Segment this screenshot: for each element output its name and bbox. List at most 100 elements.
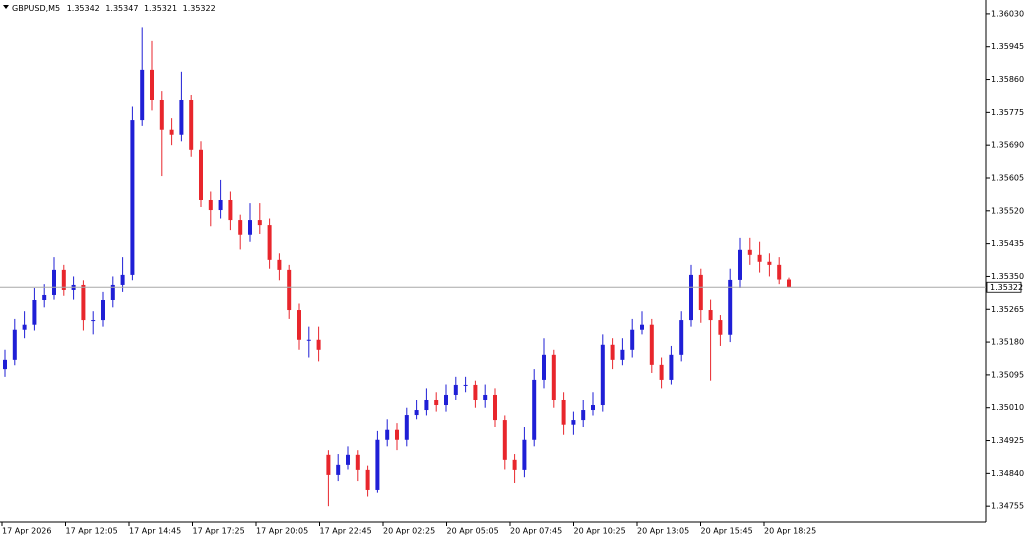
x-tick-label: 20 Apr 18:25 <box>764 527 816 536</box>
candle-body <box>522 439 527 470</box>
candle-body <box>434 399 439 406</box>
candle-body <box>218 199 223 211</box>
candle-body <box>738 249 742 280</box>
candle-body <box>306 339 311 341</box>
x-tick-label: 17 Apr 14:45 <box>129 527 181 536</box>
candle-body <box>375 439 380 490</box>
candle-body <box>189 99 194 150</box>
candle-body <box>649 324 654 365</box>
candle-body <box>159 99 164 130</box>
x-tick-label: 20 Apr 13:05 <box>637 527 689 536</box>
y-tick-label: 1.34840 <box>991 469 1024 478</box>
candle-body <box>767 261 772 265</box>
candle-body <box>169 129 174 135</box>
candle-body <box>12 329 17 360</box>
candle-body <box>81 284 86 321</box>
candle-body <box>463 384 468 386</box>
candle-body <box>3 359 7 370</box>
x-tick-label: 17 Apr 2026 <box>2 527 51 536</box>
y-tick-label: 1.35010 <box>991 403 1024 412</box>
candle-body <box>610 344 615 360</box>
x-tick-label: 17 Apr 17:25 <box>193 527 245 536</box>
candle-body <box>561 399 566 425</box>
candle-body <box>640 324 644 330</box>
y-tick-label: 1.35095 <box>991 370 1024 379</box>
candle-body <box>316 339 321 350</box>
candle-body <box>512 459 517 470</box>
candle-body <box>404 415 409 440</box>
candle-body <box>42 294 47 300</box>
candle-body <box>747 249 752 255</box>
candle-body <box>110 284 115 300</box>
candle-body <box>326 454 331 475</box>
x-tick-label: 20 Apr 07:45 <box>510 527 562 536</box>
candle-body <box>600 344 605 406</box>
menu-icon[interactable] <box>3 5 9 9</box>
candle-body <box>120 274 125 285</box>
y-tick-label: 1.35265 <box>991 305 1024 314</box>
candle-body <box>365 469 370 490</box>
x-tick-label: 20 Apr 02:25 <box>383 527 435 536</box>
candle-body <box>336 464 341 475</box>
y-tick-label: 1.35775 <box>991 108 1024 117</box>
candle-body <box>728 279 733 335</box>
candle-body <box>551 354 556 400</box>
candle-body <box>698 274 703 311</box>
candle-body <box>444 394 448 406</box>
y-tick-label: 1.34925 <box>991 436 1024 445</box>
candle-body <box>101 299 105 321</box>
current-price-box <box>986 281 1022 293</box>
candle-body <box>22 324 27 330</box>
candle-body <box>532 379 537 440</box>
candle-body <box>718 320 723 335</box>
candle-body <box>355 454 360 470</box>
candle-body <box>483 394 488 400</box>
candle-body <box>708 310 713 321</box>
candle-body <box>150 69 154 100</box>
y-tick-label: 1.35350 <box>991 272 1024 281</box>
y-tick-label: 1.35520 <box>991 206 1024 215</box>
x-tick-label: 17 Apr 22:45 <box>320 527 372 536</box>
candle-body <box>277 259 282 270</box>
candle-body <box>238 220 243 235</box>
candle-body <box>787 279 791 288</box>
candle-body <box>228 199 233 221</box>
candle-body <box>689 274 693 321</box>
candle-body <box>297 310 301 340</box>
low-price: 1.35321 <box>144 4 177 13</box>
candle-body <box>542 354 546 380</box>
open-price: 1.35342 <box>67 4 100 13</box>
candle-body <box>502 420 507 460</box>
x-tick-label: 17 Apr 20:05 <box>256 527 308 536</box>
y-tick-label: 1.35180 <box>991 338 1024 347</box>
candle-body <box>140 69 145 121</box>
close-price: 1.35322 <box>183 4 216 13</box>
y-tick-label: 1.35435 <box>991 239 1024 248</box>
candle-body <box>493 394 497 421</box>
candle-body <box>385 429 390 440</box>
candle-body <box>581 410 586 421</box>
y-tick-label: 1.34755 <box>991 502 1024 511</box>
candle-body <box>130 120 135 275</box>
candle-body <box>257 220 262 226</box>
candle-body <box>571 420 576 425</box>
candle-body <box>414 410 419 416</box>
current-price-label: 1.35322 <box>990 283 1023 292</box>
y-tick-label: 1.35860 <box>991 75 1024 84</box>
candle-body <box>591 405 595 411</box>
candle-body <box>777 264 782 280</box>
candle-body <box>473 384 478 400</box>
y-tick-label: 1.36030 <box>991 9 1024 18</box>
candle-body <box>208 199 213 211</box>
chart-header: GBPUSD,M5 1.35342 1.35347 1.35321 1.3532… <box>12 4 216 13</box>
candle-body <box>248 220 252 235</box>
candle-body <box>61 269 66 290</box>
candle-body <box>757 254 762 262</box>
candle-body <box>32 299 37 325</box>
candle-body <box>346 454 350 465</box>
candle-body <box>620 349 625 360</box>
candle-body <box>287 269 292 311</box>
